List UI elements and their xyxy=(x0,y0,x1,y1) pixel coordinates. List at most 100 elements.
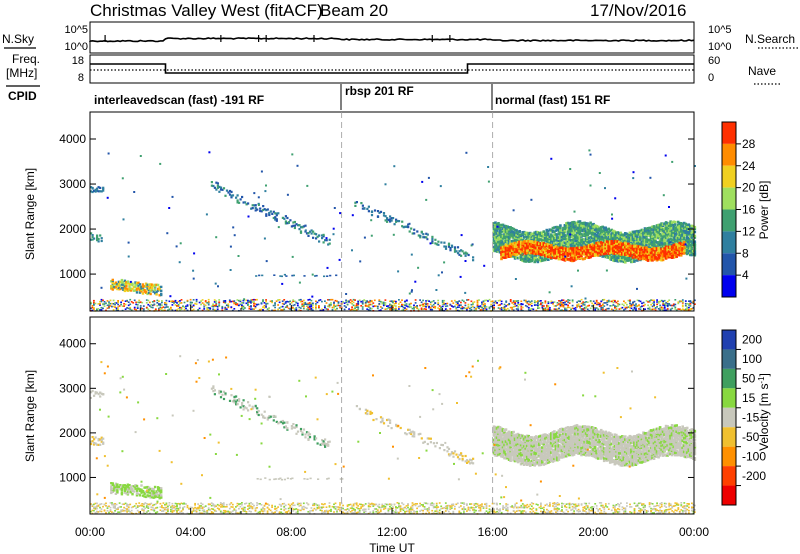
power-echo xyxy=(266,308,269,310)
power-echo xyxy=(541,258,544,261)
power-echo xyxy=(506,307,509,310)
power-echo xyxy=(322,309,325,311)
power-echo xyxy=(515,245,518,248)
power-echo xyxy=(183,306,186,308)
power-echo xyxy=(498,235,502,238)
power-echo xyxy=(484,299,486,302)
power-echo xyxy=(650,308,652,311)
power-echo xyxy=(212,305,215,308)
power-echo xyxy=(655,227,659,231)
power-echo xyxy=(171,304,174,306)
power-echo xyxy=(536,241,540,245)
power-echo xyxy=(577,300,580,302)
power-echo xyxy=(601,245,604,248)
power-echo xyxy=(358,299,361,302)
power-echo xyxy=(595,241,598,245)
power-echo xyxy=(615,236,618,239)
power-echo xyxy=(547,306,550,308)
power-echo xyxy=(492,237,496,241)
power-echo xyxy=(443,299,446,302)
y-tick-label: 4000 xyxy=(59,132,86,146)
power-echo xyxy=(553,242,556,245)
power-echo xyxy=(624,241,627,245)
power-echo xyxy=(159,162,162,165)
power-echo xyxy=(501,252,505,255)
power-echo xyxy=(528,255,532,259)
power-echo xyxy=(529,301,532,303)
power-echo xyxy=(633,308,636,310)
power-echo xyxy=(97,237,100,241)
power-echo xyxy=(423,236,426,239)
power-echo xyxy=(310,304,313,306)
power-echo xyxy=(129,303,132,306)
power-echo xyxy=(624,243,627,247)
power-echo xyxy=(577,220,580,223)
power-echo xyxy=(630,236,633,240)
power-echo xyxy=(687,230,691,234)
power-echo xyxy=(138,299,141,302)
power-echo xyxy=(621,306,624,309)
power-echo xyxy=(534,230,538,234)
power-echo xyxy=(284,301,287,303)
power-echo xyxy=(673,228,677,231)
power-echo xyxy=(618,259,621,262)
power-echo xyxy=(339,305,341,307)
power-echo xyxy=(601,225,604,229)
power-echo xyxy=(636,287,638,290)
power-echo xyxy=(257,303,260,306)
power-echo xyxy=(556,236,559,239)
power-echo xyxy=(94,188,97,191)
power-echo xyxy=(642,240,645,243)
power-echo xyxy=(399,305,402,308)
power-echo xyxy=(664,221,668,224)
power-echo xyxy=(654,254,657,258)
power-echo xyxy=(541,250,544,254)
power-echo xyxy=(405,308,408,310)
power-echo xyxy=(548,235,552,239)
power-echo xyxy=(357,301,360,304)
power-echo xyxy=(678,231,681,235)
power-echo xyxy=(346,300,349,302)
power-echo xyxy=(325,302,328,304)
power-echo xyxy=(516,243,520,247)
power-echo xyxy=(500,246,503,250)
power-echo xyxy=(376,210,380,213)
power-echo xyxy=(669,308,672,311)
power-echo xyxy=(583,249,586,253)
power-echo xyxy=(269,210,272,213)
power-echo xyxy=(277,226,280,229)
power-echo xyxy=(660,250,663,253)
power-echo xyxy=(516,241,520,244)
cpid-segment-1: interleavedscan (fast) -191 RF xyxy=(94,93,264,107)
power-echo xyxy=(630,260,633,264)
power-echo xyxy=(498,231,502,234)
power-echo xyxy=(284,220,287,223)
power-echo xyxy=(504,250,508,253)
power-echo xyxy=(100,190,103,193)
power-echo xyxy=(654,257,657,260)
power-echo xyxy=(638,308,640,310)
power-echo xyxy=(512,239,515,242)
power-echo xyxy=(209,308,212,310)
power-echo xyxy=(581,226,585,229)
power-echo xyxy=(118,305,121,307)
power-echo xyxy=(553,249,556,252)
power-echo xyxy=(395,302,397,305)
power-echo xyxy=(500,303,503,305)
power-echo xyxy=(315,237,318,240)
power-echo xyxy=(607,227,610,231)
power-echo xyxy=(676,220,680,224)
power-echo xyxy=(289,219,292,222)
power-echo xyxy=(574,247,577,250)
power-echo xyxy=(606,303,609,306)
power-echo xyxy=(512,244,515,247)
power-echo xyxy=(108,302,110,305)
power-echo xyxy=(289,300,292,303)
power-echo xyxy=(628,251,632,254)
power-echo xyxy=(563,236,567,239)
power-echo xyxy=(492,222,496,225)
power-echo xyxy=(556,249,559,252)
power-echo xyxy=(566,258,570,261)
power-echo xyxy=(628,247,632,250)
power-echo xyxy=(656,303,658,306)
